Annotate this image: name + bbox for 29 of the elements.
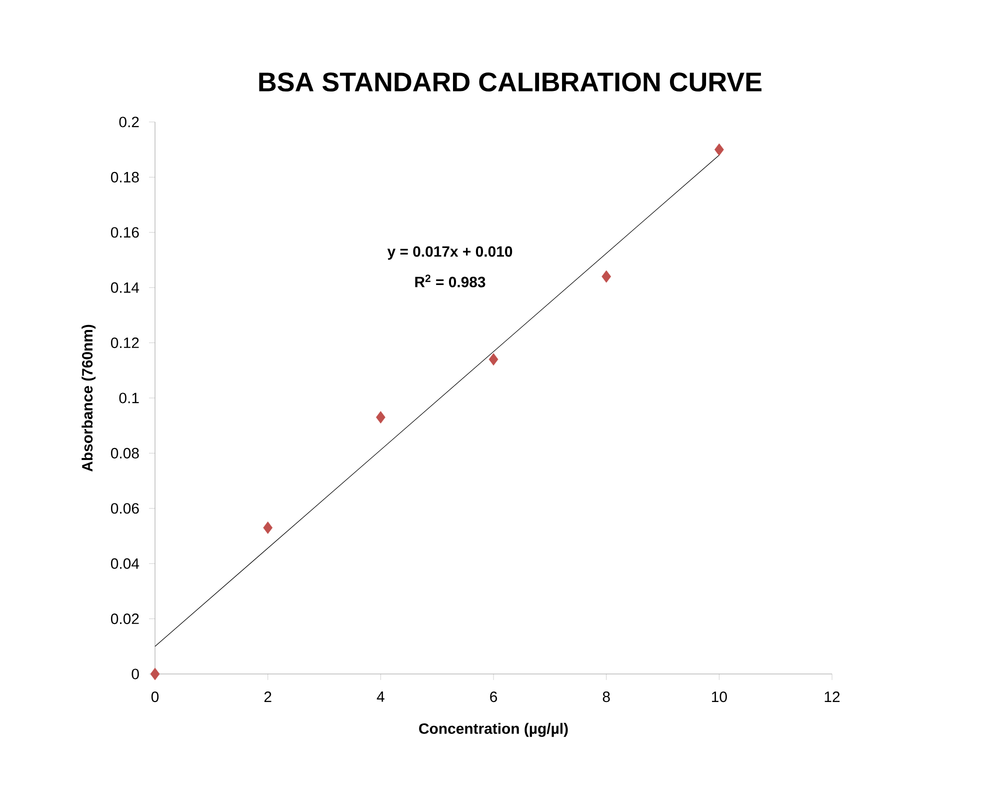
y-axis-title: Absorbance (760nm) xyxy=(82,324,96,472)
y-tick-label: 0.08 xyxy=(110,448,139,458)
y-tick-label: 0.12 xyxy=(110,337,139,348)
x-tick-label: 8 xyxy=(602,692,610,702)
x-axis-title: Concentration (µg/µl) xyxy=(419,722,568,737)
x-tick-label: 4 xyxy=(376,692,384,702)
annotation: R$^{2}$ = 0.983 xyxy=(415,274,486,288)
x-tick-label: 12 xyxy=(824,692,840,702)
x-tick-label: 6 xyxy=(490,692,498,702)
x-tick-label: 2 xyxy=(264,692,272,702)
chart-title: BSA STANDARD CALIBRATION CURVE xyxy=(259,72,762,92)
point xyxy=(488,353,498,366)
y-tick-label: 0.04 xyxy=(110,558,140,569)
y-tick-label: 0.18 xyxy=(110,172,139,182)
y-tick-label: 0 xyxy=(132,668,139,680)
y-tick-label: 0.02 xyxy=(110,613,139,624)
point xyxy=(376,411,386,424)
annotation: y = 0.017x + 0.010 xyxy=(387,246,512,260)
y-tick-label: 0.1 xyxy=(119,392,139,404)
x-tick-label: 10 xyxy=(712,692,727,702)
y-tick-label: 0.14 xyxy=(110,282,140,293)
y-tick-label: 0.2 xyxy=(119,116,139,128)
point xyxy=(263,522,273,534)
y-tick-label: 0.16 xyxy=(110,227,139,238)
point xyxy=(150,668,160,680)
point xyxy=(714,143,724,156)
y-tick-label: 0.06 xyxy=(110,503,139,514)
point xyxy=(602,270,612,283)
x-tick-label: 0 xyxy=(151,692,159,702)
